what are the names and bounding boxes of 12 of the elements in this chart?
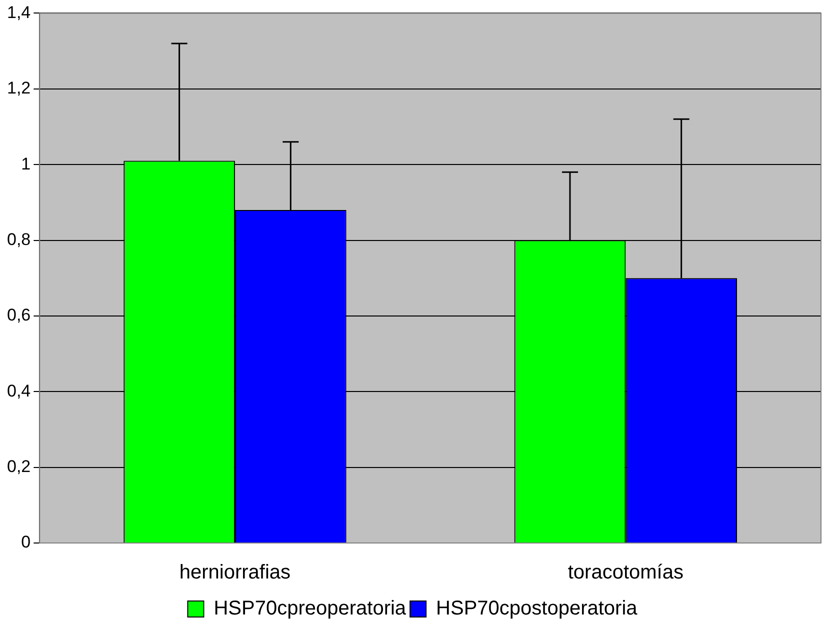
y-tick-label: 0,2 [6,457,31,476]
legend-label: HSP70cpostoperatoria [436,598,638,620]
y-tick-label: 0,6 [6,306,31,325]
y-tick-label: 1,4 [6,2,31,22]
y-tick-label: 0,4 [6,381,31,400]
x-tick-label: toracotomías [568,562,684,584]
y-tick-label: 0 [21,532,31,552]
y-tick-label: 1,2 [6,78,31,98]
x-tick-label: herniorrafias [179,562,291,584]
y-tick-label: 1 [21,154,31,174]
legend-label: HSP70cpreoperatoria [214,598,407,620]
y-tick-label: 0,8 [6,230,31,249]
